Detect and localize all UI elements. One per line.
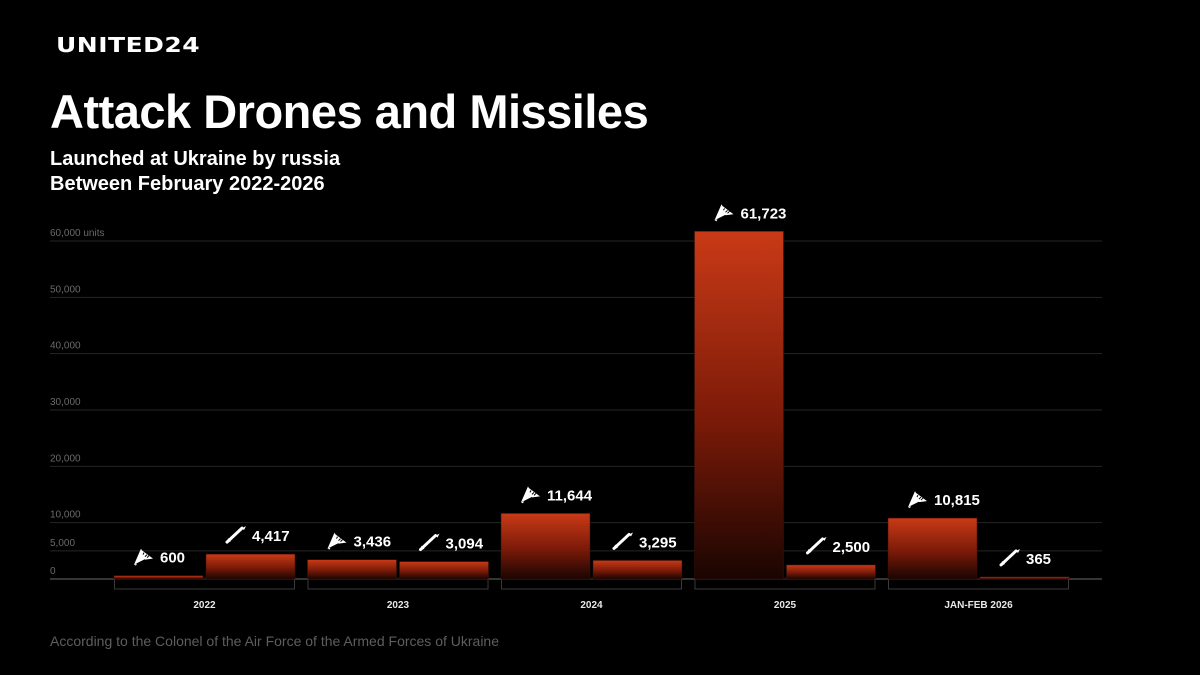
drone-icon: [907, 490, 928, 509]
value-label: 365: [1026, 551, 1051, 568]
drone-bar: [694, 231, 784, 580]
drone-bar: [500, 513, 591, 580]
category-bracket: [694, 578, 876, 590]
y-tick-label: 5,000: [50, 538, 75, 549]
value-label: 2,500: [833, 539, 871, 556]
subtitle-line-2: Between February 2022-2026: [50, 173, 325, 195]
category-bracket: [307, 578, 489, 590]
category-bracket: [114, 578, 295, 590]
missile-icon: [225, 525, 248, 545]
missile-bar: [205, 553, 296, 580]
value-label: 3,094: [446, 536, 484, 553]
y-tick-label: 60,000 units: [50, 228, 105, 239]
y-tick-label: 50,000: [50, 284, 81, 295]
category-bracket: [888, 578, 1069, 590]
y-tick-label: 30,000: [50, 397, 81, 408]
subtitle: Launched at Ukraine by russia Between Fe…: [50, 147, 340, 197]
x-category-label: 2022: [193, 600, 216, 611]
drone-icon: [714, 203, 734, 222]
missile-bar: [592, 560, 683, 580]
value-label: 61,723: [741, 205, 787, 222]
value-label: 600: [160, 550, 185, 567]
drone-icon: [327, 532, 347, 551]
page-title: Attack Drones and Missiles: [50, 85, 649, 138]
missile-icon: [999, 547, 1022, 568]
missile-bar: [399, 561, 489, 580]
drone-bar: [307, 559, 397, 580]
value-label: 10,815: [934, 492, 980, 509]
value-label: 4,417: [252, 528, 290, 545]
value-label: 11,644: [547, 487, 593, 504]
missile-icon: [612, 531, 635, 551]
drone-bar: [113, 575, 204, 580]
brand-logo: UNITED24: [56, 33, 201, 57]
subtitle-line-1: Launched at Ukraine by russia: [50, 148, 341, 170]
missile-bar: [786, 564, 876, 580]
x-category-label: 2024: [580, 600, 603, 611]
value-label: 3,295: [639, 534, 677, 551]
y-tick-label: 20,000: [50, 453, 81, 464]
y-tick-label: 40,000: [50, 341, 81, 352]
category-bracket: [501, 578, 682, 590]
source-note: According to the Colonel of the Air Forc…: [50, 633, 499, 649]
y-tick-label: 0: [50, 566, 56, 577]
x-category-label: 2023: [387, 600, 410, 611]
missile-bar: [979, 576, 1070, 580]
drone-icon: [520, 485, 541, 504]
value-label: 3,436: [354, 534, 392, 551]
x-category-label: JAN-FEB 2026: [944, 600, 1013, 611]
drone-bar: [887, 517, 978, 580]
missile-icon: [806, 535, 828, 556]
y-tick-label: 10,000: [50, 510, 81, 521]
x-category-label: 2025: [774, 600, 797, 611]
missile-icon: [419, 532, 441, 553]
